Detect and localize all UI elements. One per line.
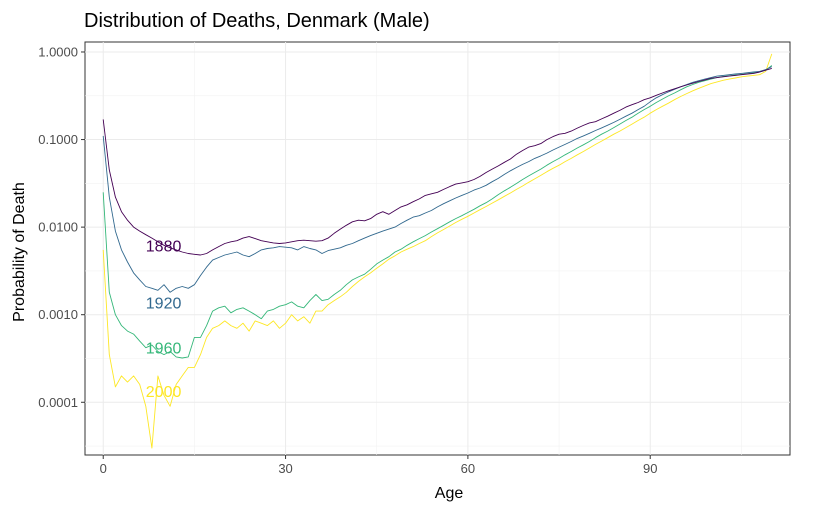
y-tick-label: 0.0001 <box>38 395 78 410</box>
x-axis: 0 30 60 90 <box>100 455 657 476</box>
x-tick-label: 90 <box>643 461 657 476</box>
series-label-1920: 1920 <box>146 295 182 312</box>
x-tick-label: 30 <box>278 461 292 476</box>
series-line-2000 <box>102 53 773 449</box>
grid-minor <box>85 42 790 455</box>
x-tick-label: 0 <box>100 461 107 476</box>
series-lines <box>102 53 773 449</box>
x-tick-label: 60 <box>461 461 475 476</box>
y-axis: 0.0001 0.0010 0.0100 0.1000 1.0000 <box>38 44 85 410</box>
plot-panel <box>84 41 791 456</box>
y-tick-label: 0.0010 <box>38 307 78 322</box>
y-tick-label: 0.0100 <box>38 220 78 235</box>
y-tick-label: 1.0000 <box>38 44 78 59</box>
x-axis-title: Age <box>435 485 464 502</box>
series-line-1880 <box>102 67 772 256</box>
series-line-1960 <box>102 65 773 359</box>
series-label-1880: 1880 <box>146 238 182 255</box>
y-axis-title: Probability of Death <box>11 182 28 322</box>
series-labels: 1880 1920 1960 2000 <box>146 238 182 401</box>
series-label-2000: 2000 <box>146 384 182 401</box>
chart-title: Distribution of Deaths, Denmark (Male) <box>84 10 430 32</box>
series-line-1920 <box>102 66 772 293</box>
grid-major <box>85 42 790 455</box>
series-label-1960: 1960 <box>146 341 182 358</box>
y-tick-label: 0.1000 <box>38 132 78 147</box>
